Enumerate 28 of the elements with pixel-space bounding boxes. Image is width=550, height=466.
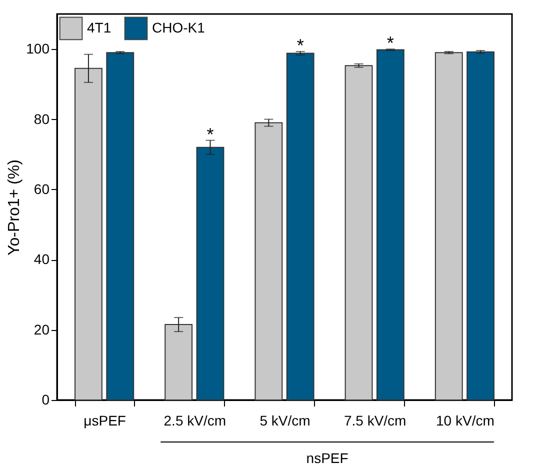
x-tick-label: 7.5 kV/cm: [344, 412, 406, 428]
annotation: *: [206, 124, 214, 144]
legend-label: 4T1: [87, 19, 112, 36]
x-tick-label: 10 kV/cm: [436, 412, 494, 428]
y-tick-label: 80: [34, 110, 50, 127]
x-axis-title: nsPEF: [306, 450, 348, 466]
y-tick-label: 60: [34, 180, 50, 197]
bar: [434, 52, 463, 400]
bar: [344, 65, 373, 400]
bar: [106, 52, 134, 400]
annotation: *: [296, 36, 304, 56]
y-tick-label: 0: [42, 392, 50, 408]
y-tick-label: 40: [34, 251, 50, 268]
bar: [466, 51, 494, 400]
x-tick-label: 2.5 kV/cm: [164, 412, 226, 428]
y-tick-label: 100: [26, 40, 50, 57]
legend-label: CHO-K1: [152, 19, 206, 36]
bar: [196, 146, 224, 400]
bar: [254, 122, 283, 400]
x-tick-label: μsPEF: [84, 412, 126, 428]
bar: [286, 52, 314, 400]
x-tick-label: 5 kV/cm: [260, 412, 310, 428]
y-axis-title: Yo-Pro1+ (%): [6, 160, 24, 256]
bar: [376, 49, 404, 400]
annotation: *: [386, 33, 394, 54]
bar: [164, 324, 193, 400]
bar: [74, 68, 102, 400]
y-tick-label: 20: [34, 321, 50, 338]
